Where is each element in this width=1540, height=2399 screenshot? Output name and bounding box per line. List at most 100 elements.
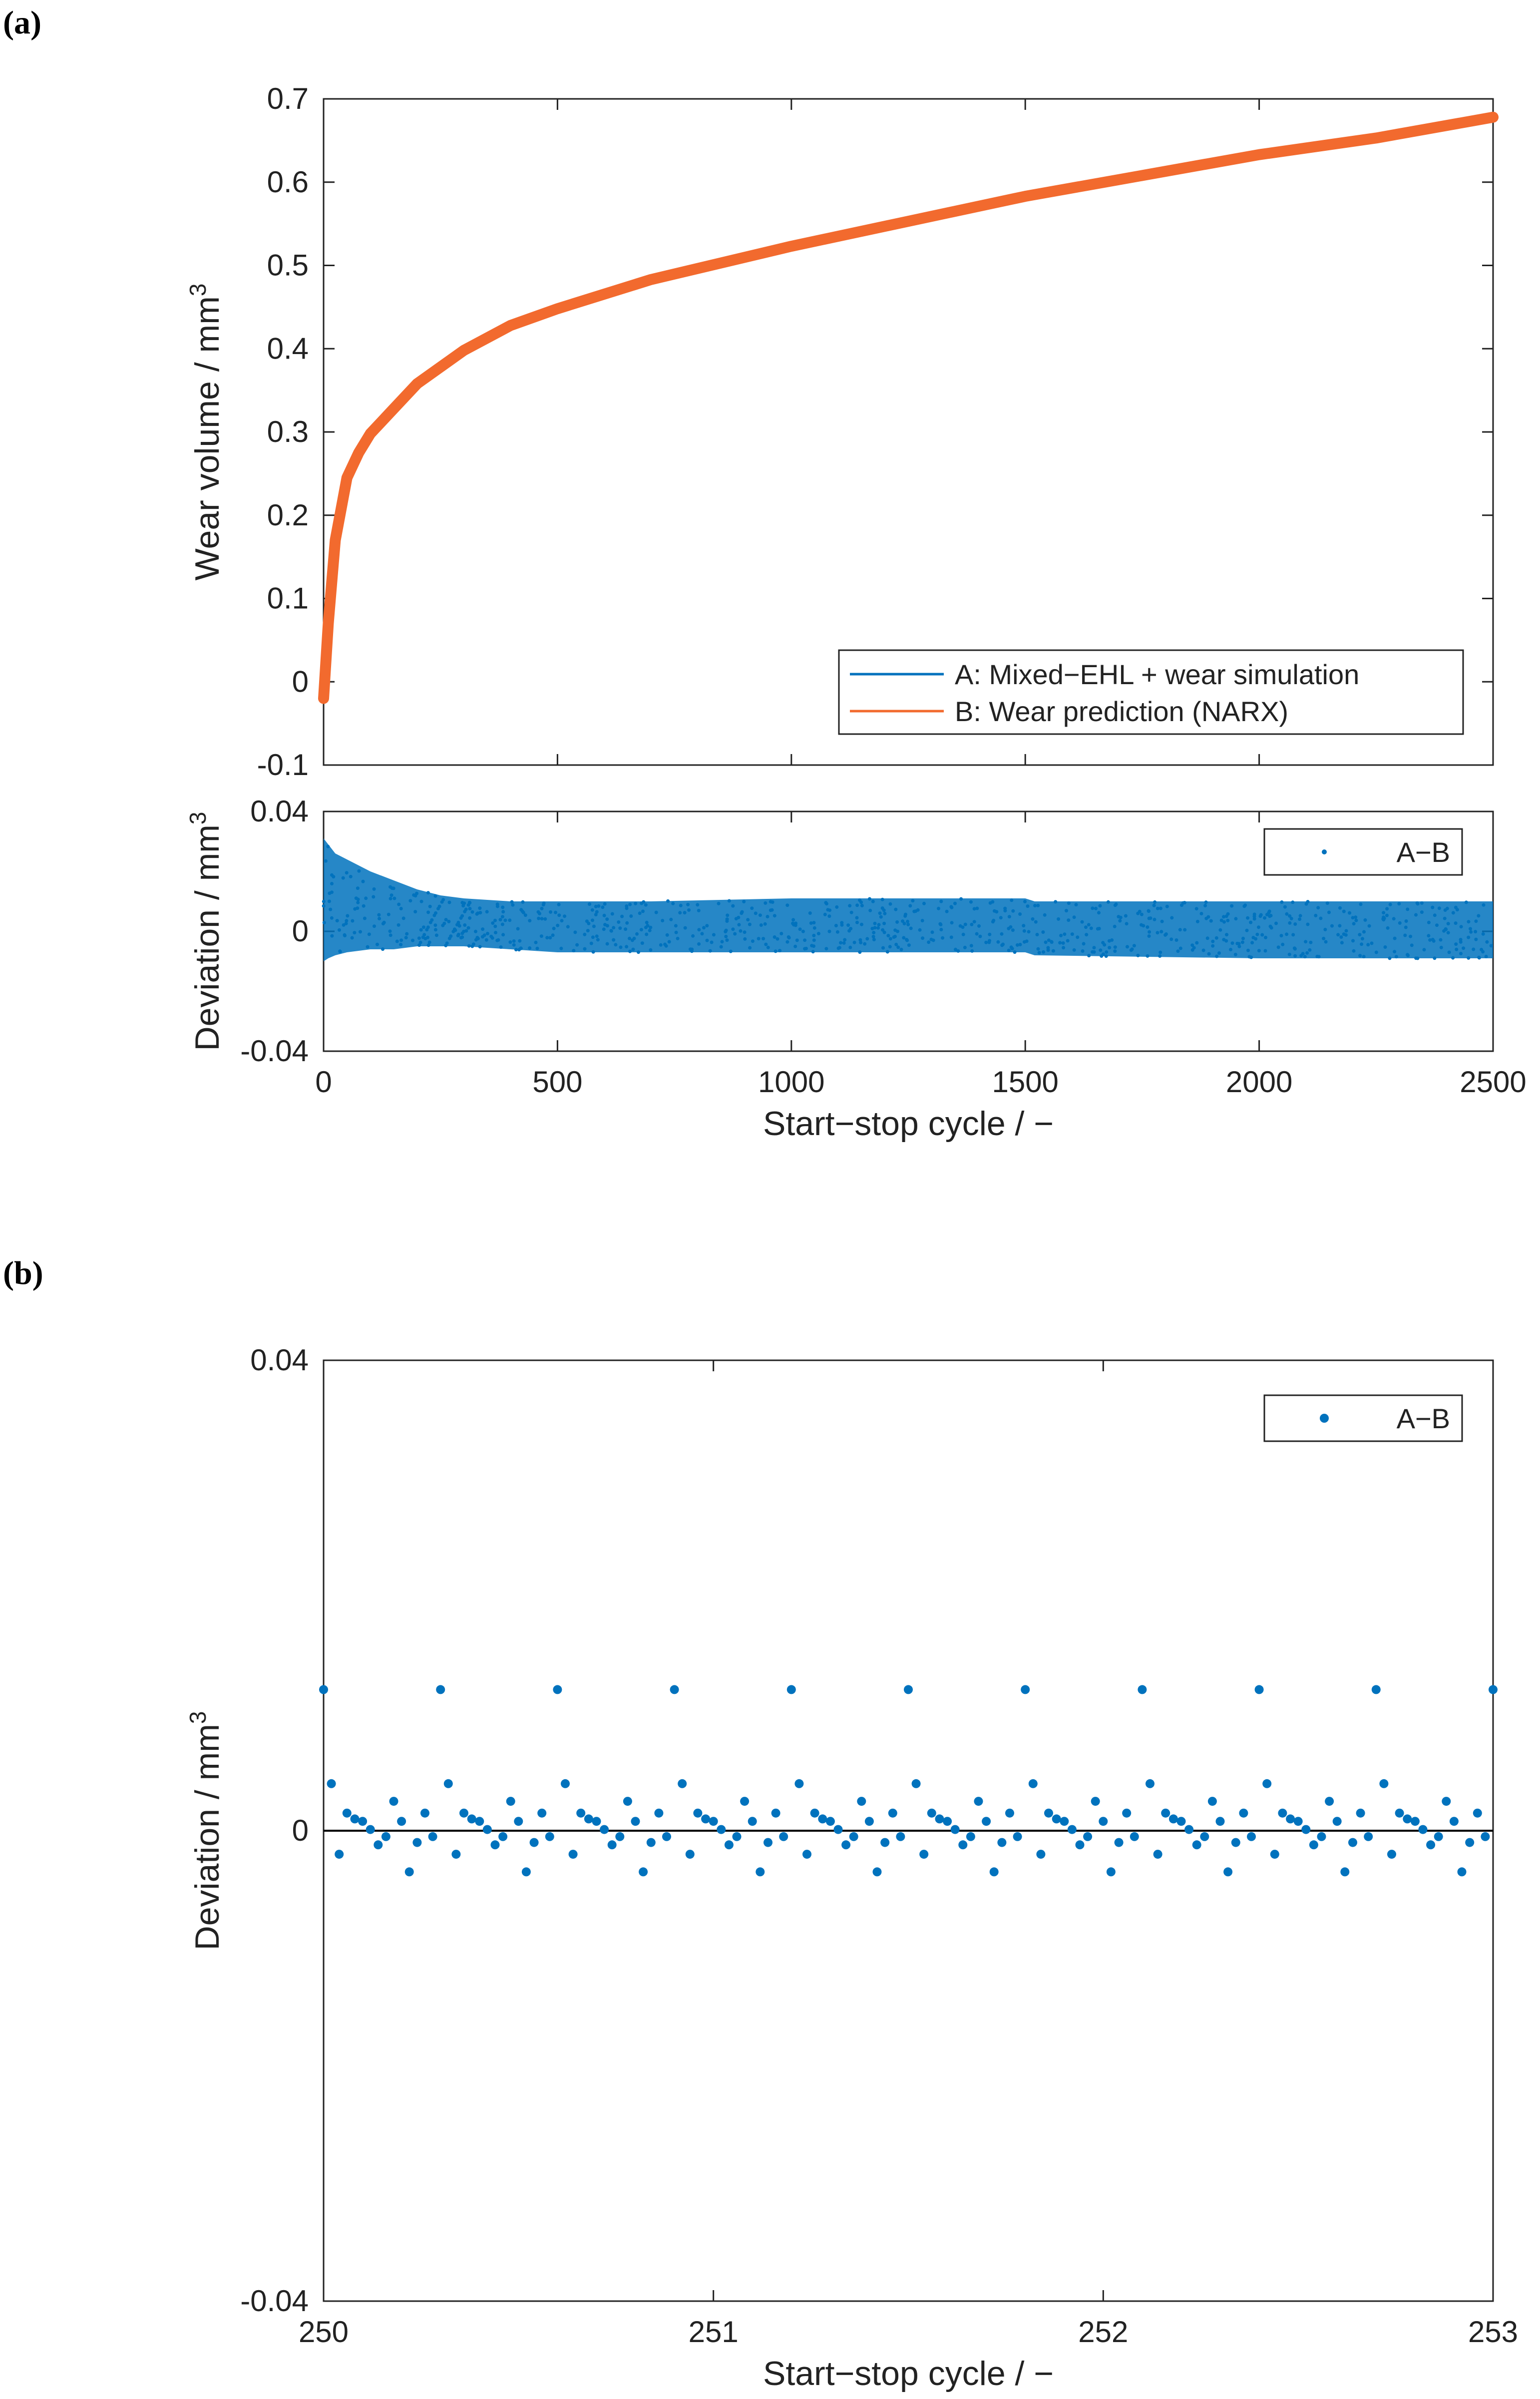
deviation-point [411,938,414,942]
deviation-point [624,927,628,931]
deviation-point [595,934,599,938]
deviation-point [1340,1867,1350,1877]
deviation-point [1469,930,1473,934]
deviation-point [422,925,425,929]
deviation-point [640,941,644,945]
deviation-point [1257,925,1260,929]
deviation-point [1072,948,1076,952]
deviation-point [451,1850,461,1859]
deviation-point [1286,1814,1295,1824]
deviation-point [899,947,903,951]
deviation-point [881,946,885,950]
deviation-point [628,949,632,953]
deviation-point [1240,940,1244,944]
deviation-point [631,947,635,951]
deviation-point [322,904,326,908]
deviation-point [322,921,326,924]
deviation-point [662,1832,671,1841]
deviation-point [1099,1817,1108,1826]
deviation-point [701,1814,711,1824]
deviation-point [679,903,683,907]
deviation-point [349,874,353,878]
deviation-point [1469,927,1472,931]
deviation-point [756,1867,765,1877]
deviation-point [1209,919,1213,923]
deviation-point [637,950,640,954]
deviation-point [1062,946,1066,950]
deviation-point [1356,1808,1365,1818]
deviation-point [1472,947,1476,951]
deviation-point [1352,949,1356,953]
deviation-point [600,1825,609,1834]
deviation-point [1454,921,1458,925]
deviation-point [1481,1832,1490,1841]
deviation-point [536,910,540,914]
deviation-point [343,933,347,937]
deviation-point [1163,933,1167,937]
deviation-point [545,936,549,940]
deviation-point [1067,901,1071,905]
deviation-point [1084,925,1088,929]
y-axis-label: Deviation / mm3 [185,811,226,1051]
chart-b-deviation-zoom: 250 251 252 253 -0.04 0 0.04 Deviation / mm3 Sta… [185,1343,1518,2393]
deviation-point [894,907,898,911]
deviation-point [843,938,847,942]
deviation-point [1118,919,1122,923]
deviation-point [1125,922,1129,926]
deviation-point [559,946,563,950]
y-axis-label: Deviation / mm3 [185,1711,226,1950]
deviation-point [444,918,448,922]
deviation-point [388,933,392,937]
deviation-point [1013,1832,1022,1841]
deviation-point [1067,918,1071,922]
deviation-point [801,929,805,933]
deviation-point [589,941,593,945]
deviation-point [619,945,623,949]
deviation-point [816,932,820,935]
deviation-point [705,938,709,942]
deviation-point [1158,954,1162,958]
deviation-point [1097,911,1101,915]
deviation-point [392,896,396,900]
deviation-point [1217,951,1221,955]
deviation-point [1110,938,1114,942]
deviation-point [825,1817,835,1826]
deviation-point [338,928,341,932]
deviation-point [540,906,544,910]
deviation-point [602,927,606,931]
deviation-point [1442,1797,1451,1806]
deviation-point [501,905,505,909]
deviation-point [757,937,761,941]
deviation-point [561,1779,570,1788]
deviation-point [882,908,886,912]
deviation-point [909,926,913,930]
deviation-point [1454,942,1458,946]
deviation-point [490,1840,500,1850]
deviation-point [1489,944,1493,948]
deviation-point [1451,956,1455,960]
deviation-point [591,935,595,939]
deviation-point [1388,902,1392,906]
deviation-point [849,1832,858,1841]
deviation-point [1289,916,1293,920]
deviation-point [970,922,974,926]
deviation-point [1459,952,1463,955]
deviation-point [625,945,629,949]
deviation-point [937,906,940,910]
deviation-point [1467,956,1471,960]
deviation-point [896,929,899,933]
deviation-point [1101,941,1105,945]
deviation-point [528,919,532,923]
deviation-point [330,873,334,877]
deviation-point [717,1825,726,1834]
deviation-point [1147,916,1151,920]
deviation-point [1288,914,1292,918]
deviation-point [388,897,392,900]
deviation-point [709,1817,718,1826]
deviation-point [623,1797,632,1806]
deviation-point [1315,954,1319,958]
deviation-point [378,917,382,920]
deviation-point [659,943,663,947]
deviation-point [1211,944,1215,948]
deviation-point [1457,1867,1467,1877]
